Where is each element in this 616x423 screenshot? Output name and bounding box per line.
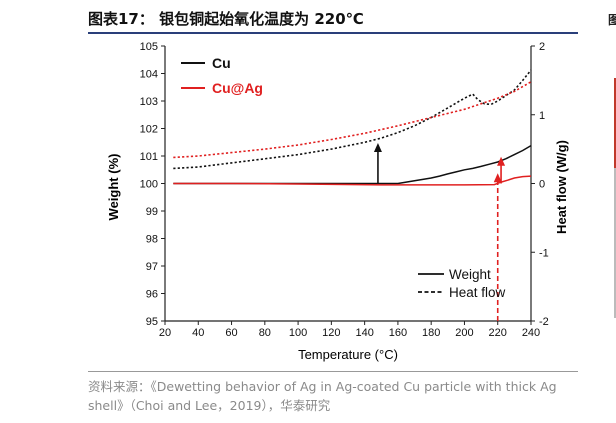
legend-label: Heat flow xyxy=(449,285,506,300)
y2-tick-label: -1 xyxy=(539,247,549,259)
y-tick-label: 104 xyxy=(140,69,158,81)
legend-label: Cu xyxy=(212,55,231,71)
x-axis-label: Temperature (°C) xyxy=(298,347,398,362)
x-tick-label: 180 xyxy=(422,327,440,339)
next-figure-title-fragment: 图 xyxy=(608,13,616,27)
x-tick-label: 20 xyxy=(159,327,171,339)
y-tick-label: 100 xyxy=(140,179,158,191)
y-tick-label: 101 xyxy=(140,151,158,163)
x-tick-label: 160 xyxy=(389,327,407,339)
legend-label: Cu@Ag xyxy=(212,80,263,96)
y2-tick-label: 0 xyxy=(539,179,545,191)
y-tick-label: 102 xyxy=(140,124,158,136)
next-figure-gray-band xyxy=(614,168,616,318)
annotation-arrowhead xyxy=(493,173,502,183)
y-tick-label: 105 xyxy=(140,41,158,53)
next-figure-red-band xyxy=(614,78,616,168)
y-tick-label: 98 xyxy=(146,234,158,246)
x-tick-label: 100 xyxy=(289,327,307,339)
x-tick-label: 140 xyxy=(355,327,373,339)
x-tick-label: 200 xyxy=(455,327,473,339)
figure-title: 图表17： 银包铜起始氧化温度为 220℃ xyxy=(88,10,364,28)
next-figure-edge: 图 xyxy=(606,0,616,423)
y-tick-label: 96 xyxy=(146,289,158,301)
y2-tick-label: 1 xyxy=(539,110,545,122)
annotation-arrowhead xyxy=(373,143,382,152)
y2-tick-label: 2 xyxy=(539,41,545,53)
y-axis-label: Weight (%) xyxy=(106,154,121,221)
y2-tick-label: -2 xyxy=(539,316,549,328)
x-tick-label: 120 xyxy=(322,327,340,339)
x-tick-label: 220 xyxy=(489,327,507,339)
annotation-arrowhead xyxy=(497,156,506,166)
source-rule xyxy=(88,371,578,372)
series-cu-ag-heat-flow xyxy=(173,81,532,159)
x-tick-label: 240 xyxy=(522,327,540,339)
y2-axis-label: Heat flow (W/g) xyxy=(554,140,569,234)
series-cu-ag-weight xyxy=(173,175,532,186)
series-cu-heat-flow xyxy=(173,69,532,170)
series-cu-weight xyxy=(173,144,532,185)
x-tick-label: 80 xyxy=(259,327,271,339)
y-tick-label: 99 xyxy=(146,206,158,218)
x-tick-label: 60 xyxy=(225,327,237,339)
legend-label: Weight xyxy=(449,267,491,282)
title-rule xyxy=(88,32,578,34)
y-tick-label: 103 xyxy=(140,96,158,108)
source-note: 资料来源：《Dewetting behavior of Ag in Ag-coa… xyxy=(88,379,557,413)
x-tick-label: 40 xyxy=(192,327,204,339)
y-tick-label: 95 xyxy=(146,316,158,328)
y-tick-label: 97 xyxy=(146,261,158,273)
